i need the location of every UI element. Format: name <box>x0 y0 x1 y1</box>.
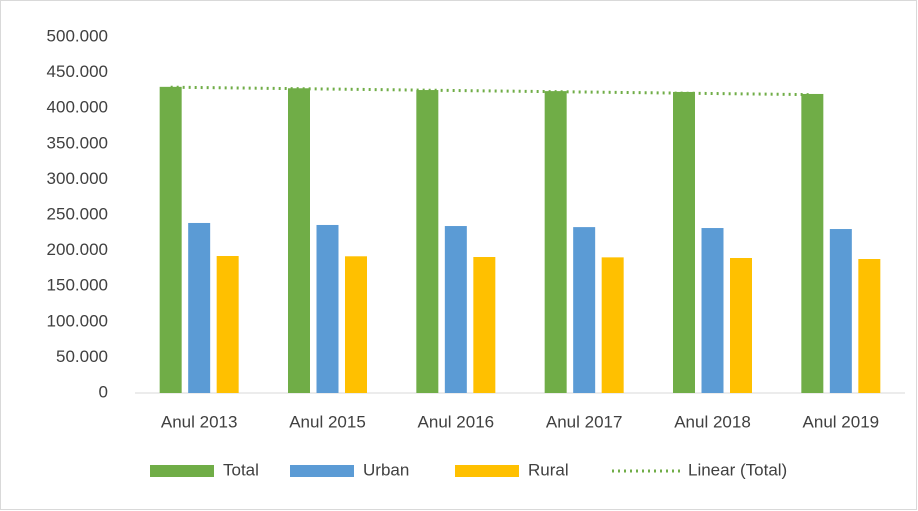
y-tick-label: 500.000 <box>47 26 108 45</box>
y-tick-label: 300.000 <box>47 169 108 188</box>
legend-label: Linear (Total) <box>688 460 787 479</box>
bar <box>573 227 596 393</box>
bar <box>673 91 695 393</box>
legend-label: Urban <box>363 460 409 479</box>
bar <box>216 256 239 393</box>
bar <box>730 258 752 393</box>
x-tick-label: Anul 2016 <box>418 412 495 431</box>
trendline <box>170 85 813 97</box>
bar <box>444 226 467 393</box>
bar <box>159 86 182 393</box>
bar <box>345 256 367 393</box>
y-tick-label: 400.000 <box>47 98 108 117</box>
bar <box>316 224 339 393</box>
bar <box>416 90 439 393</box>
legend-swatch <box>290 465 354 477</box>
y-tick-label: 350.000 <box>47 133 108 152</box>
legend-label: Total <box>223 460 259 479</box>
legend-swatch <box>150 465 214 477</box>
x-tick-label: Anul 2019 <box>803 412 880 431</box>
y-tick-label: 200.000 <box>47 240 108 259</box>
y-tick-label: 250.000 <box>47 204 108 223</box>
x-tick-label: Anul 2015 <box>289 412 366 431</box>
y-tick-label: 100.000 <box>47 311 108 330</box>
bar <box>601 257 624 393</box>
bar <box>288 88 310 393</box>
bar <box>544 91 567 393</box>
bar <box>829 229 852 393</box>
x-tick-label: Anul 2018 <box>674 412 751 431</box>
x-tick-label: Anul 2013 <box>161 412 238 431</box>
y-tick-label: 150.000 <box>47 276 108 295</box>
y-tick-label: 450.000 <box>47 62 108 81</box>
bar <box>858 259 881 393</box>
y-tick-label: 0 <box>99 382 108 401</box>
legend-swatch <box>455 465 519 477</box>
bar <box>801 93 824 394</box>
x-tick-label: Anul 2017 <box>546 412 623 431</box>
bar <box>701 228 724 393</box>
bar <box>473 257 496 393</box>
bar <box>188 222 211 393</box>
legend-label: Rural <box>528 460 569 479</box>
y-tick-label: 50.000 <box>56 347 108 366</box>
